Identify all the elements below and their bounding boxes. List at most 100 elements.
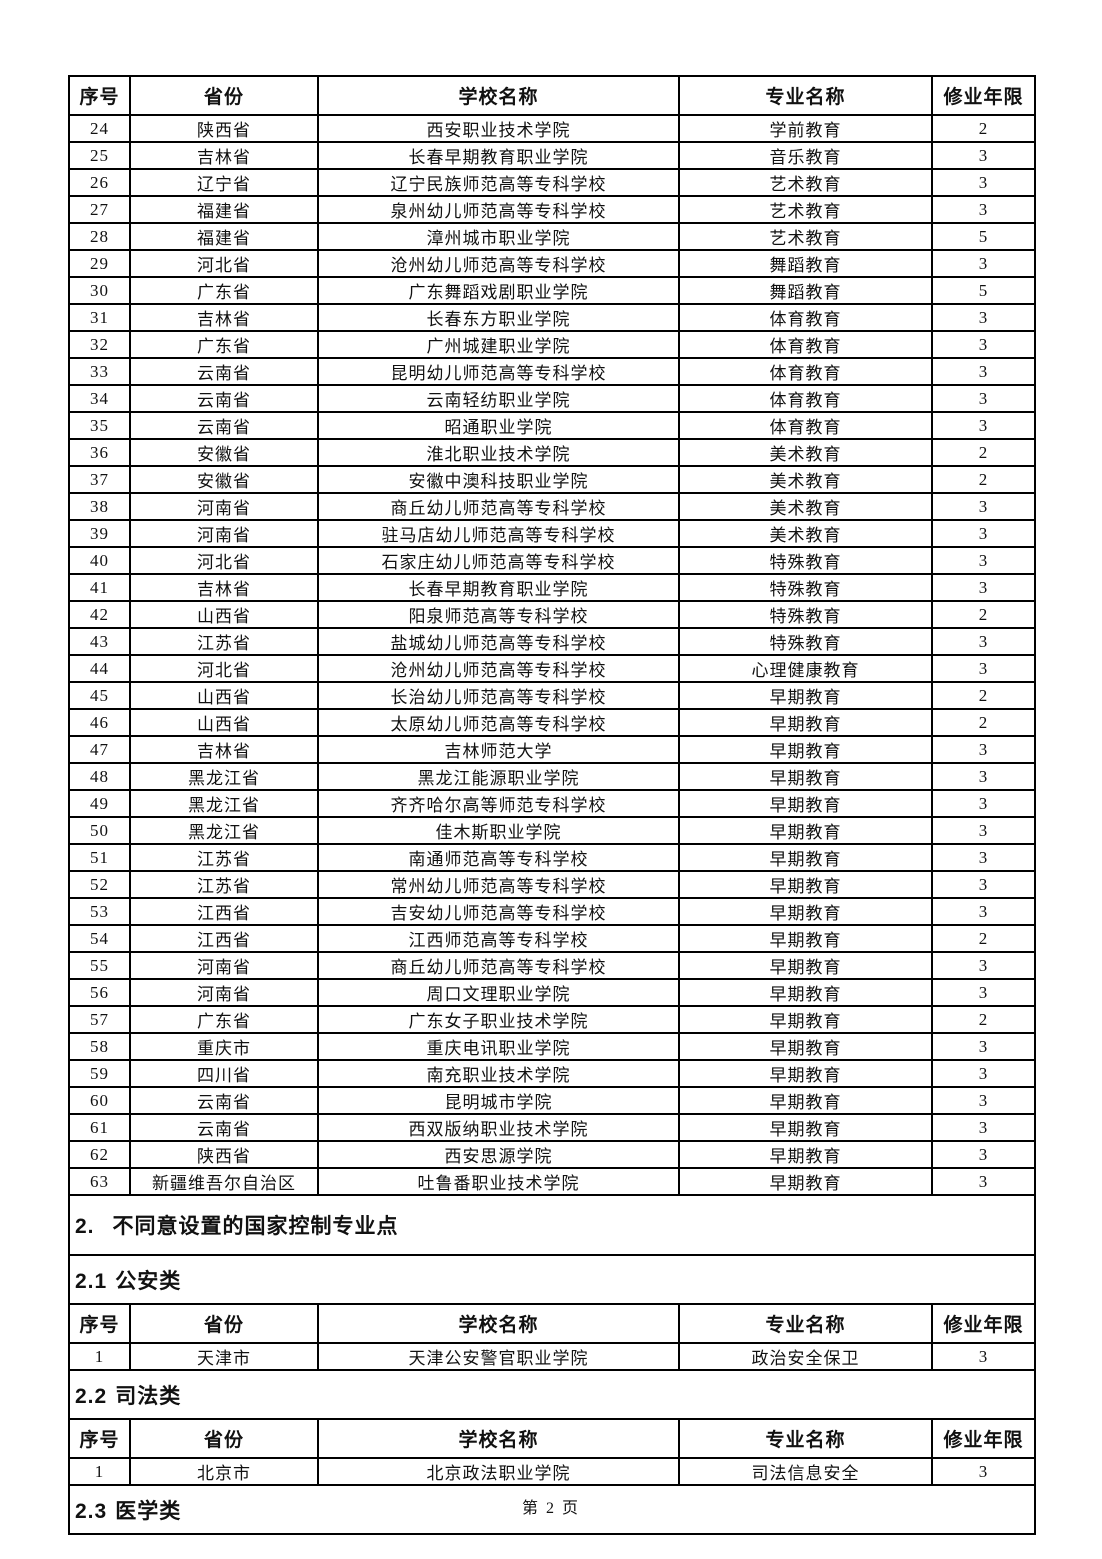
cell-province: 安徽省 xyxy=(129,465,319,494)
cell-major: 早期教育 xyxy=(678,789,933,818)
cell-duration: 2 xyxy=(931,708,1036,737)
column-header-province: 省份 xyxy=(129,1303,319,1344)
cell-seq: 27 xyxy=(68,195,131,224)
cell-seq: 1 xyxy=(68,1342,131,1371)
cell-major: 艺术教育 xyxy=(678,222,933,251)
cell-major: 早期教育 xyxy=(678,1140,933,1169)
cell-school: 广州城建职业学院 xyxy=(317,330,680,359)
cell-school: 太原幼儿师范高等专科学校 xyxy=(317,708,680,737)
table-row: 57 广东省 广东女子职业技术学院 早期教育 2 xyxy=(68,1005,1036,1034)
section-title: 不同意设置的国家控制专业点 xyxy=(112,1215,399,1238)
table-row: 33 云南省 昆明幼儿师范高等专科学校 体育教育 3 xyxy=(68,357,1036,386)
cell-school: 商丘幼儿师范高等专科学校 xyxy=(317,492,680,521)
column-header-major: 专业名称 xyxy=(678,1418,933,1459)
column-header-province: 省份 xyxy=(129,1418,319,1459)
cell-seq: 61 xyxy=(68,1113,131,1142)
cell-major: 体育教育 xyxy=(678,357,933,386)
cell-province: 河南省 xyxy=(129,519,319,548)
column-header-school: 学校名称 xyxy=(317,1303,680,1344)
cell-province: 重庆市 xyxy=(129,1032,319,1061)
table-row: 44 河北省 沧州幼儿师范高等专科学校 心理健康教育 3 xyxy=(68,654,1036,683)
cell-duration: 2 xyxy=(931,924,1036,953)
cell-school: 北京政法职业学院 xyxy=(317,1457,680,1486)
cell-major: 心理健康教育 xyxy=(678,654,933,683)
cell-duration: 3 xyxy=(931,141,1036,170)
cell-school: 天津公安警官职业学院 xyxy=(317,1342,680,1371)
table-row: 39 河南省 驻马店幼儿师范高等专科学校 美术教育 3 xyxy=(68,519,1036,548)
table-row: 38 河南省 商丘幼儿师范高等专科学校 美术教育 3 xyxy=(68,492,1036,521)
table-row: 37 安徽省 安徽中澳科技职业学院 美术教育 2 xyxy=(68,465,1036,494)
cell-major: 舞蹈教育 xyxy=(678,276,933,305)
cell-school: 商丘幼儿师范高等专科学校 xyxy=(317,951,680,980)
cell-seq: 60 xyxy=(68,1086,131,1115)
cell-province: 河北省 xyxy=(129,249,319,278)
cell-seq: 36 xyxy=(68,438,131,467)
section-number: 2.3 xyxy=(75,1499,108,1523)
cell-school: 江西师范高等专科学校 xyxy=(317,924,680,953)
cell-province: 天津市 xyxy=(129,1342,319,1371)
page-number: 第 2 页 xyxy=(521,1500,580,1517)
cell-school: 昆明城市学院 xyxy=(317,1086,680,1115)
cell-duration: 3 xyxy=(931,654,1036,683)
cell-major: 司法信息安全 xyxy=(678,1457,933,1486)
cell-school: 齐齐哈尔高等师范专科学校 xyxy=(317,789,680,818)
cell-duration: 3 xyxy=(931,330,1036,359)
cell-school: 广东女子职业技术学院 xyxy=(317,1005,680,1034)
cell-province: 吉林省 xyxy=(129,573,319,602)
table-row: 36 安徽省 淮北职业技术学院 美术教育 2 xyxy=(68,438,1036,467)
table-row: 49 黑龙江省 齐齐哈尔高等师范专科学校 早期教育 3 xyxy=(68,789,1036,818)
cell-seq: 38 xyxy=(68,492,131,521)
cell-school: 佳木斯职业学院 xyxy=(317,816,680,845)
cell-province: 云南省 xyxy=(129,1113,319,1142)
table-row: 51 江苏省 南通师范高等专科学校 早期教育 3 xyxy=(68,843,1036,872)
cell-school: 长治幼儿师范高等专科学校 xyxy=(317,681,680,710)
section-title: 司法类 xyxy=(115,1384,182,1408)
cell-province: 福建省 xyxy=(129,222,319,251)
cell-seq: 28 xyxy=(68,222,131,251)
cell-school: 长春东方职业学院 xyxy=(317,303,680,332)
cell-duration: 5 xyxy=(931,276,1036,305)
table-row: 28 福建省 漳州城市职业学院 艺术教育 5 xyxy=(68,222,1036,251)
cell-school: 盐城幼儿师范高等专科学校 xyxy=(317,627,680,656)
table-row: 31 吉林省 长春东方职业学院 体育教育 3 xyxy=(68,303,1036,332)
cell-duration: 3 xyxy=(931,303,1036,332)
table-row: 40 河北省 石家庄幼儿师范高等专科学校 特殊教育 3 xyxy=(68,546,1036,575)
cell-duration: 2 xyxy=(931,681,1036,710)
cell-school: 昆明幼儿师范高等专科学校 xyxy=(317,357,680,386)
cell-seq: 40 xyxy=(68,546,131,575)
cell-major: 特殊教育 xyxy=(678,627,933,656)
cell-province: 山西省 xyxy=(129,708,319,737)
cell-school: 石家庄幼儿师范高等专科学校 xyxy=(317,546,680,575)
cell-province: 黑龙江省 xyxy=(129,789,319,818)
cell-seq: 24 xyxy=(68,114,131,143)
cell-school: 沧州幼儿师范高等专科学校 xyxy=(317,249,680,278)
table-row: 63 新疆维吾尔自治区 吐鲁番职业技术学院 早期教育 3 xyxy=(68,1167,1036,1196)
cell-major: 早期教育 xyxy=(678,735,933,764)
table-row: 27 福建省 泉州幼儿师范高等专科学校 艺术教育 3 xyxy=(68,195,1036,224)
table-row: 42 山西省 阳泉师范高等专科学校 特殊教育 2 xyxy=(68,600,1036,629)
cell-duration: 3 xyxy=(931,1140,1036,1169)
table-row: 29 河北省 沧州幼儿师范高等专科学校 舞蹈教育 3 xyxy=(68,249,1036,278)
table-row: 58 重庆市 重庆电讯职业学院 早期教育 3 xyxy=(68,1032,1036,1061)
section-heading: 2.1 公安类 xyxy=(68,1254,1036,1305)
cell-province: 河南省 xyxy=(129,492,319,521)
cell-seq: 55 xyxy=(68,951,131,980)
cell-major: 早期教育 xyxy=(678,1005,933,1034)
cell-major: 早期教育 xyxy=(678,1167,933,1196)
table-row: 60 云南省 昆明城市学院 早期教育 3 xyxy=(68,1086,1036,1115)
cell-school: 常州幼儿师范高等专科学校 xyxy=(317,870,680,899)
cell-seq: 58 xyxy=(68,1032,131,1061)
cell-seq: 42 xyxy=(68,600,131,629)
table-row: 34 云南省 云南轻纺职业学院 体育教育 3 xyxy=(68,384,1036,413)
table-row: 25 吉林省 长春早期教育职业学院 音乐教育 3 xyxy=(68,141,1036,170)
table-row: 50 黑龙江省 佳木斯职业学院 早期教育 3 xyxy=(68,816,1036,845)
cell-seq: 44 xyxy=(68,654,131,683)
table-row: 45 山西省 长治幼儿师范高等专科学校 早期教育 2 xyxy=(68,681,1036,710)
cell-seq: 37 xyxy=(68,465,131,494)
cell-province: 河南省 xyxy=(129,951,319,980)
cell-major: 艺术教育 xyxy=(678,195,933,224)
cell-seq: 34 xyxy=(68,384,131,413)
cell-major: 早期教育 xyxy=(678,924,933,953)
cell-major: 早期教育 xyxy=(678,762,933,791)
